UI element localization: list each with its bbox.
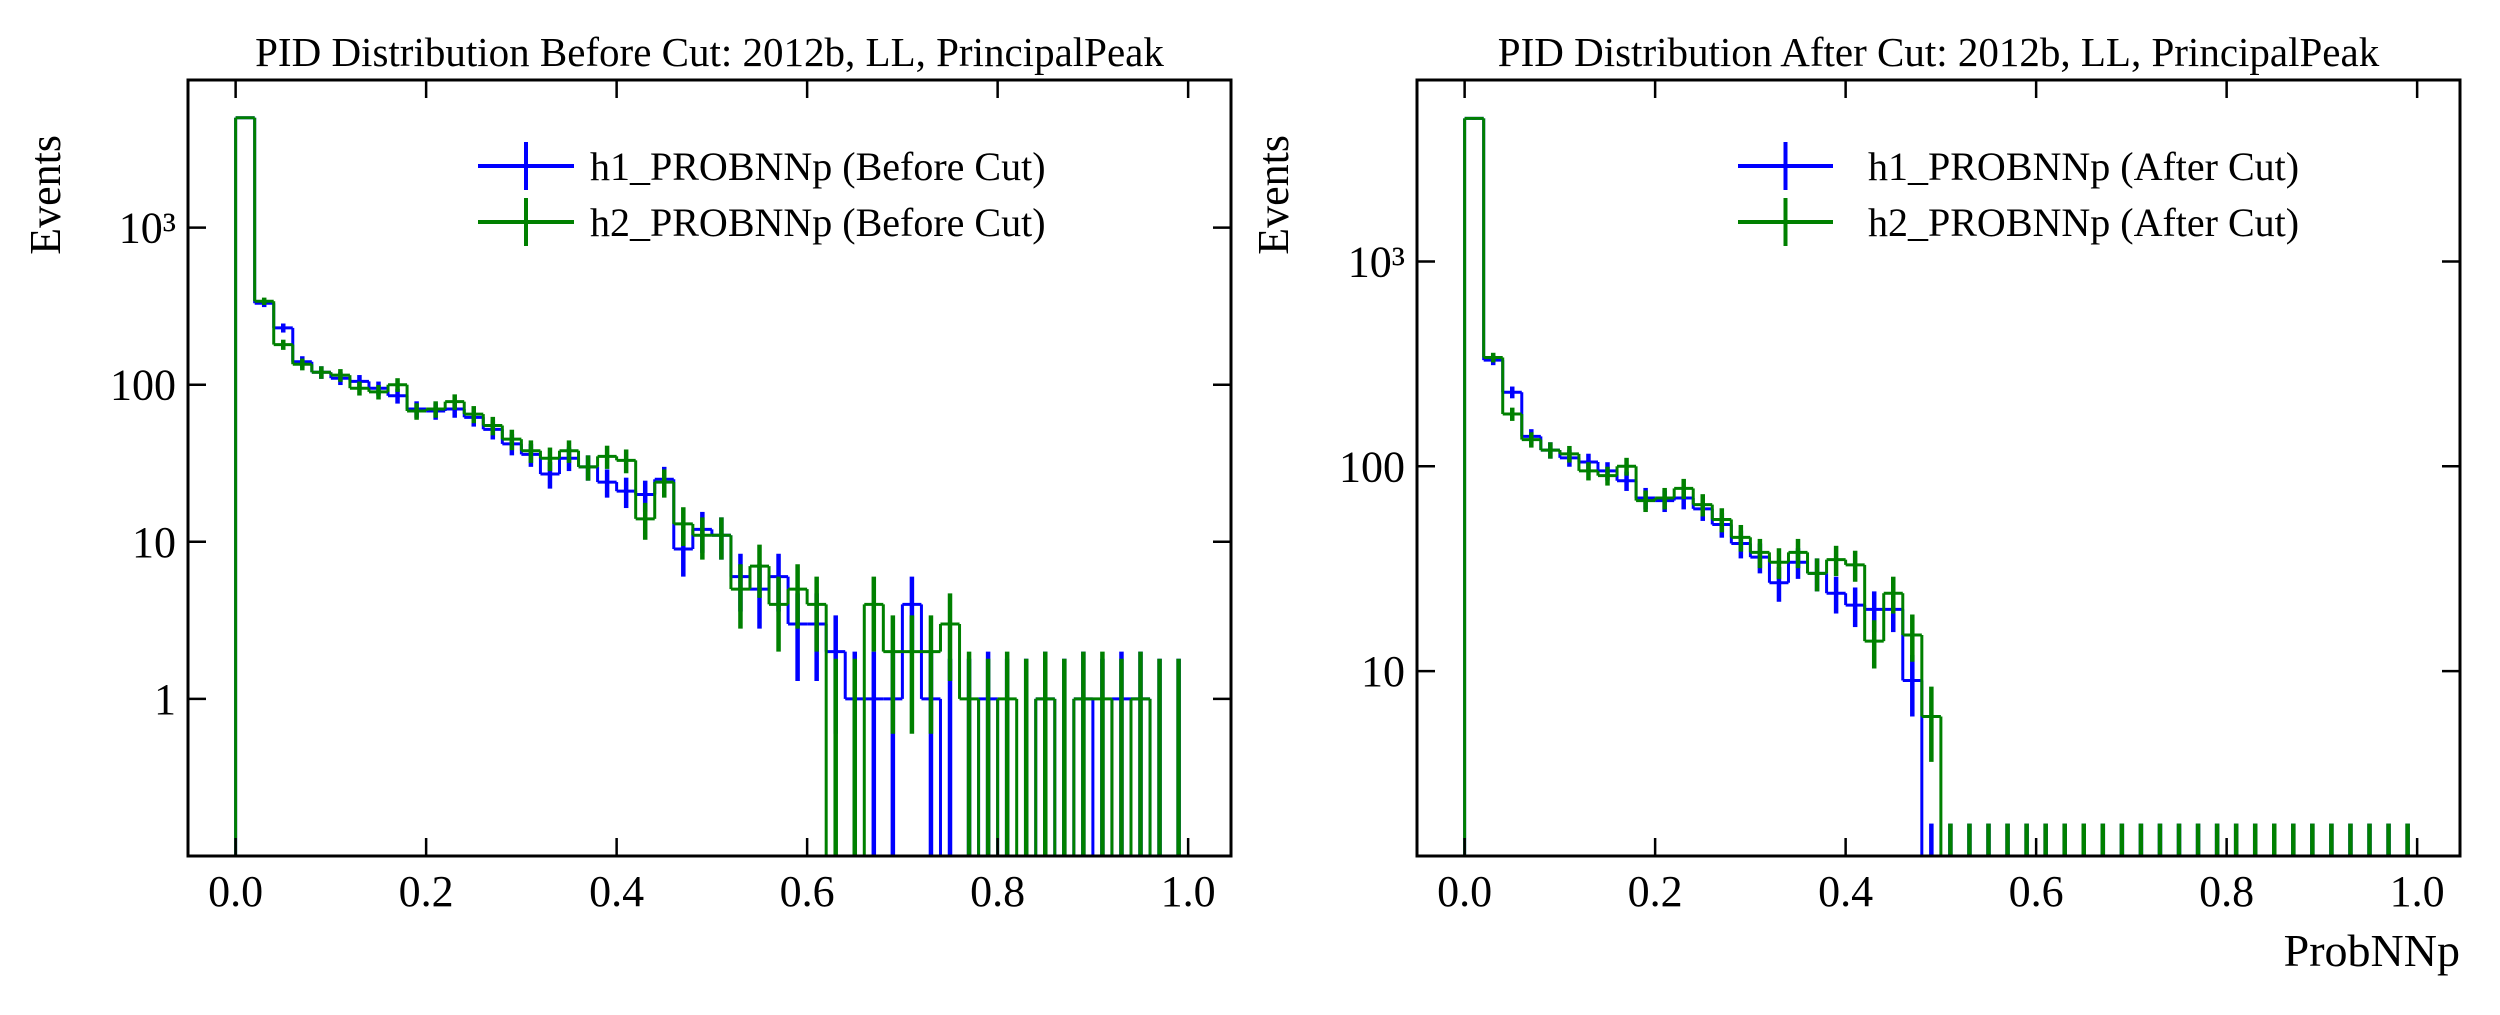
plot-frame [1415, 78, 2462, 858]
y-tick-label: 100 [1339, 442, 1405, 491]
histogram-series [234, 116, 1181, 856]
x-tick-label: 0.0 [1437, 867, 1492, 916]
legend-entry: h1_PROBNNp (After Cut) [1738, 142, 2299, 190]
y-tick-label: 1 [154, 675, 176, 724]
legend-entry: h2_PROBNNp (After Cut) [1738, 198, 2299, 246]
panel: 0.0 0.2 0.4 0.6 0.8 1.0 1 10 100 10³ PID Distribut… [21, 29, 1233, 916]
legend-entry: h2_PROBNNp (Before Cut) [478, 198, 1046, 246]
x-tick-label: 0.4 [589, 867, 644, 916]
x-tick-label: 0.0 [208, 867, 263, 916]
y-tick-label: 100 [110, 361, 176, 410]
x-tick-label: 0.8 [970, 867, 1025, 916]
y-axis-label: Events [1249, 135, 1298, 255]
y-axis-label: Events [21, 135, 70, 255]
x-tick-label: 0.6 [780, 867, 835, 916]
x-tick-label: 1.0 [1161, 867, 1216, 916]
plot-frame [186, 78, 1233, 858]
legend-label: h1_PROBNNp (Before Cut) [590, 144, 1046, 189]
y-tick-label: 10³ [1348, 238, 1405, 287]
histogram-series [1463, 116, 2410, 856]
panel: 0.0 0.2 0.4 0.6 0.8 1.0 10 100 10³ PID Distributi… [1249, 29, 2462, 976]
y-tick-label: 10³ [119, 204, 176, 253]
x-tick-label: 0.4 [1818, 867, 1873, 916]
chart-title: PID Distribution After Cut: 2012b, LL, P… [1498, 29, 2380, 75]
legend-entry: h1_PROBNNp (Before Cut) [478, 142, 1046, 190]
x-tick-label: 0.6 [2009, 867, 2064, 916]
x-tick-label: 1.0 [2390, 867, 2445, 916]
chart-title: PID Distribution Before Cut: 2012b, LL, … [255, 29, 1164, 75]
x-tick-label: 0.8 [2199, 867, 2254, 916]
legend-label: h2_PROBNNp (After Cut) [1868, 200, 2299, 245]
x-tick-label: 0.2 [1628, 867, 1683, 916]
x-tick-label: 0.2 [399, 867, 454, 916]
y-tick-label: 10 [1361, 647, 1405, 696]
x-axis-label: ProbNNp [2284, 925, 2460, 976]
legend-label: h1_PROBNNp (After Cut) [1868, 144, 2299, 189]
y-tick-label: 10 [132, 518, 176, 567]
legend-label: h2_PROBNNp (Before Cut) [590, 200, 1046, 245]
